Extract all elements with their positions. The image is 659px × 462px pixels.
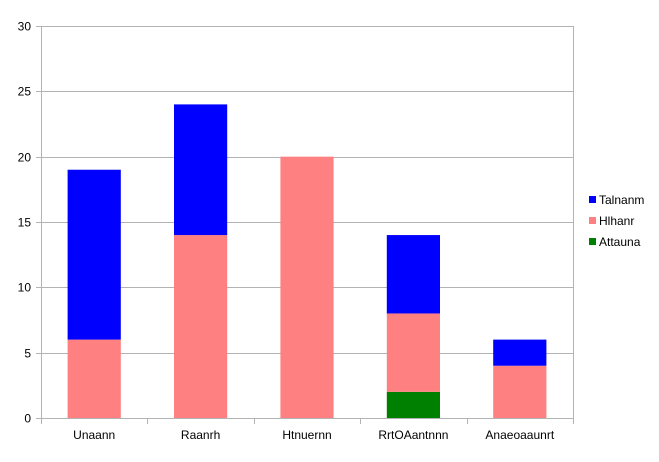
y-tick-label: 15 (18, 216, 32, 230)
bar-hlhanr-htnuernn (280, 156, 334, 418)
bar-hlhanr-raanrh (174, 235, 228, 418)
x-tick-label: Raanrh (181, 428, 220, 442)
bar-talnanm-raanrh (174, 104, 228, 236)
bar-talnanm-rrtoaantnnn (386, 235, 440, 314)
bar-attauna-rrtoaantnnn (386, 391, 440, 418)
x-tick-label: Unaann (73, 428, 115, 442)
axes (36, 26, 574, 424)
legend-label-hlhanr: Hlhanr (599, 214, 634, 228)
legend-label-talnanm: Talnanm (599, 193, 644, 207)
bars (67, 104, 547, 418)
x-tick-label: Htnuernn (282, 428, 331, 442)
x-tick-label: Anaeoaaunrt (485, 428, 554, 442)
bar-hlhanr-anaeoaaunrt (493, 365, 547, 418)
bar-hlhanr-unaann (67, 339, 121, 418)
legend-label-attauna: Attauna (599, 235, 641, 249)
legend: Talnanm Hlhanr Attauna (589, 193, 644, 249)
legend-swatch-hlhanr (589, 217, 596, 224)
y-tick-label: 0 (24, 412, 31, 426)
y-tick-labels: 0 5 10 15 20 25 30 (18, 20, 32, 426)
y-tick-label: 30 (18, 20, 32, 34)
y-tick-label: 20 (18, 151, 32, 165)
x-tick-label: RrtOAantnnn (378, 428, 448, 442)
bar-talnanm-anaeoaaunrt (493, 339, 547, 366)
y-tick-label: 25 (18, 85, 32, 99)
bar-talnanm-unaann (67, 169, 121, 340)
x-tick-labels: Unaann Raanrh Htnuernn RrtOAantnnn Anaeoaaun… (73, 428, 555, 442)
legend-swatch-attauna (589, 238, 596, 245)
y-tick-label: 5 (24, 347, 31, 361)
y-tick-label: 10 (18, 281, 32, 295)
bar-hlhanr-rrtoaantnnn (386, 313, 440, 392)
legend-swatch-talnanm (589, 196, 596, 203)
